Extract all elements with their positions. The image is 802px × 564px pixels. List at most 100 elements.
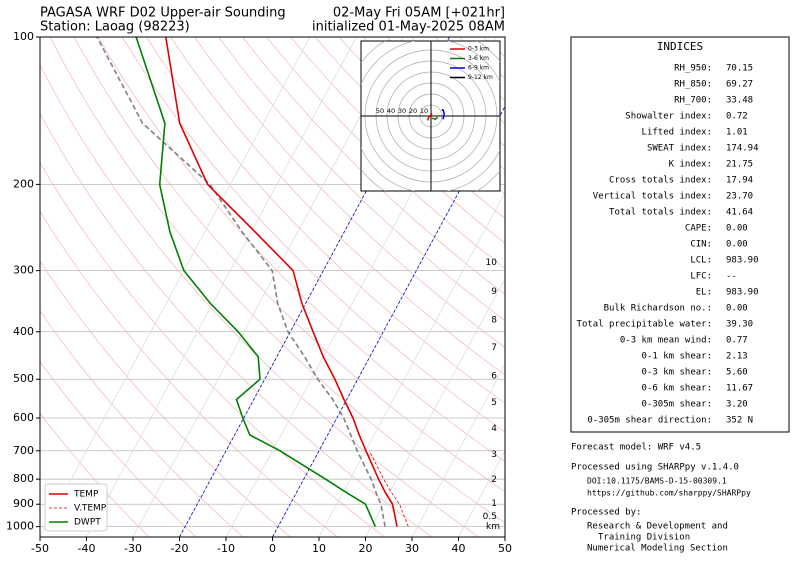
y-tick-label: 800 <box>13 472 34 485</box>
height-label: 5 <box>491 398 497 408</box>
height-label: 1 <box>491 499 497 509</box>
hodo-ring-label: 50 <box>376 107 384 115</box>
index-value: 17.94 <box>726 176 753 186</box>
hodo-trace <box>442 109 443 110</box>
height-label: 4 <box>491 424 497 434</box>
index-label: CIN: <box>690 240 712 250</box>
y-tick-label: 500 <box>13 372 34 385</box>
hodo-legend-label: 0-3 km <box>468 46 489 53</box>
legend-label: V.TEMP <box>74 504 107 514</box>
y-tick-label: 400 <box>13 325 34 338</box>
index-label: EL: <box>696 288 712 298</box>
index-label: Vertical totals index: <box>593 192 712 202</box>
index-value: 983.90 <box>726 288 759 298</box>
x-tick-label: -40 <box>78 542 96 555</box>
footer-processed-by: Processed by: <box>571 508 641 518</box>
y-tick-label: 200 <box>13 177 34 190</box>
index-value: 69.27 <box>726 80 753 90</box>
x-tick-label: 40 <box>452 542 466 555</box>
index-label: LCL: <box>690 256 712 266</box>
index-value: 5.60 <box>726 368 748 378</box>
index-label: RH_850: <box>674 80 712 90</box>
x-tick-label: 20 <box>359 542 373 555</box>
index-label: 0-3 km mean wind: <box>620 336 712 346</box>
index-label: Bulk Richardson no.: <box>604 304 712 314</box>
x-tick-label: 0 <box>269 542 276 555</box>
index-value: 39.30 <box>726 320 753 330</box>
y-tick-label: 1000 <box>6 520 34 533</box>
index-label: 0-1 km shear: <box>642 352 712 362</box>
index-label: Cross totals index: <box>609 176 712 186</box>
y-tick-label: 700 <box>13 444 34 457</box>
hodo-ring-label: 30 <box>398 107 406 115</box>
index-value: 70.15 <box>726 64 753 74</box>
y-tick-label: 600 <box>13 411 34 424</box>
index-label: 0-305m shear: <box>642 400 712 410</box>
index-value: 21.75 <box>726 160 753 170</box>
index-label: CAPE: <box>685 224 712 234</box>
chart-title: PAGASA WRF D02 Upper-air Sounding <box>40 6 286 21</box>
valid-time: 02-May Fri 05AM [+021hr] <box>333 6 505 21</box>
y-tick-label: 100 <box>13 30 34 43</box>
index-value: 0.00 <box>726 240 748 250</box>
x-tick-label: 50 <box>498 542 512 555</box>
index-value: 3.20 <box>726 400 748 410</box>
height-label: 7 <box>491 343 497 353</box>
hodo-legend-label: 3-6 km <box>468 55 489 62</box>
index-value: 983.90 <box>726 256 759 266</box>
x-tick-label: -50 <box>31 542 49 555</box>
x-tick-label: -20 <box>171 542 189 555</box>
index-value: 0.72 <box>726 112 748 122</box>
hodo-ring-label: 10 <box>420 107 428 115</box>
index-label: RH_950: <box>674 64 712 74</box>
index-value: 0.77 <box>726 336 748 346</box>
height-label: 2 <box>491 475 497 485</box>
index-value: 11.67 <box>726 384 753 394</box>
index-label: Showalter index: <box>625 112 712 122</box>
x-tick-label: -30 <box>124 542 142 555</box>
footer-url: https://github.com/sharppy/SHARPpy <box>587 489 751 498</box>
height-label: 6 <box>491 371 497 381</box>
y-tick-label: 300 <box>13 264 34 277</box>
index-value: 2.13 <box>726 352 748 362</box>
index-value: 41.64 <box>726 208 753 218</box>
hodo-ring-label: 40 <box>387 107 395 115</box>
footer-org: Training Division <box>598 533 690 543</box>
index-label: Lifted index: <box>642 128 712 138</box>
indices-title: INDICES <box>657 40 703 53</box>
height-label: 10 <box>486 258 498 268</box>
legend-label: TEMP <box>73 490 99 500</box>
index-value: 174.94 <box>726 144 759 154</box>
height-label: 9 <box>491 287 497 297</box>
index-value: 352 N <box>726 416 753 426</box>
index-value: 0.00 <box>726 224 748 234</box>
x-tick-label: 30 <box>405 542 419 555</box>
height-label: 8 <box>491 315 497 325</box>
index-label: Total precipitable water: <box>577 320 712 330</box>
index-value: 0.00 <box>726 304 748 314</box>
index-label: 0-6 km shear: <box>642 384 712 394</box>
height-label: 0.5 <box>483 512 497 522</box>
index-value: 1.01 <box>726 128 748 138</box>
index-label: Total totals index: <box>609 208 712 218</box>
index-value: 33.48 <box>726 96 753 106</box>
index-value: -- <box>726 272 737 282</box>
footer-doi: DOI:10.1175/BAMS-D-15-00309.1 <box>587 477 727 486</box>
footer-org: Numerical Modeling Section <box>587 544 728 554</box>
chart-subtitle: Station: Laoag (98223) <box>40 20 190 35</box>
x-tick-label: 10 <box>312 542 326 555</box>
hodo-ring-label: 20 <box>409 107 417 115</box>
index-label: 0-305m shear direction: <box>587 416 712 426</box>
footer-software: Processed using SHARPpy v.1.4.0 <box>571 463 739 473</box>
footer-model: Forecast model: WRF v4.5 <box>571 443 701 453</box>
index-value: 23.70 <box>726 192 753 202</box>
index-label: K index: <box>669 160 712 170</box>
index-label: SWEAT index: <box>647 144 712 154</box>
index-label: LFC: <box>690 272 712 282</box>
index-label: RH_700: <box>674 96 712 106</box>
y-tick-label: 900 <box>13 497 34 510</box>
height-unit: km <box>486 522 500 532</box>
hodo-legend-label: 9-12 km <box>468 74 493 81</box>
x-tick-label: -10 <box>217 542 235 555</box>
